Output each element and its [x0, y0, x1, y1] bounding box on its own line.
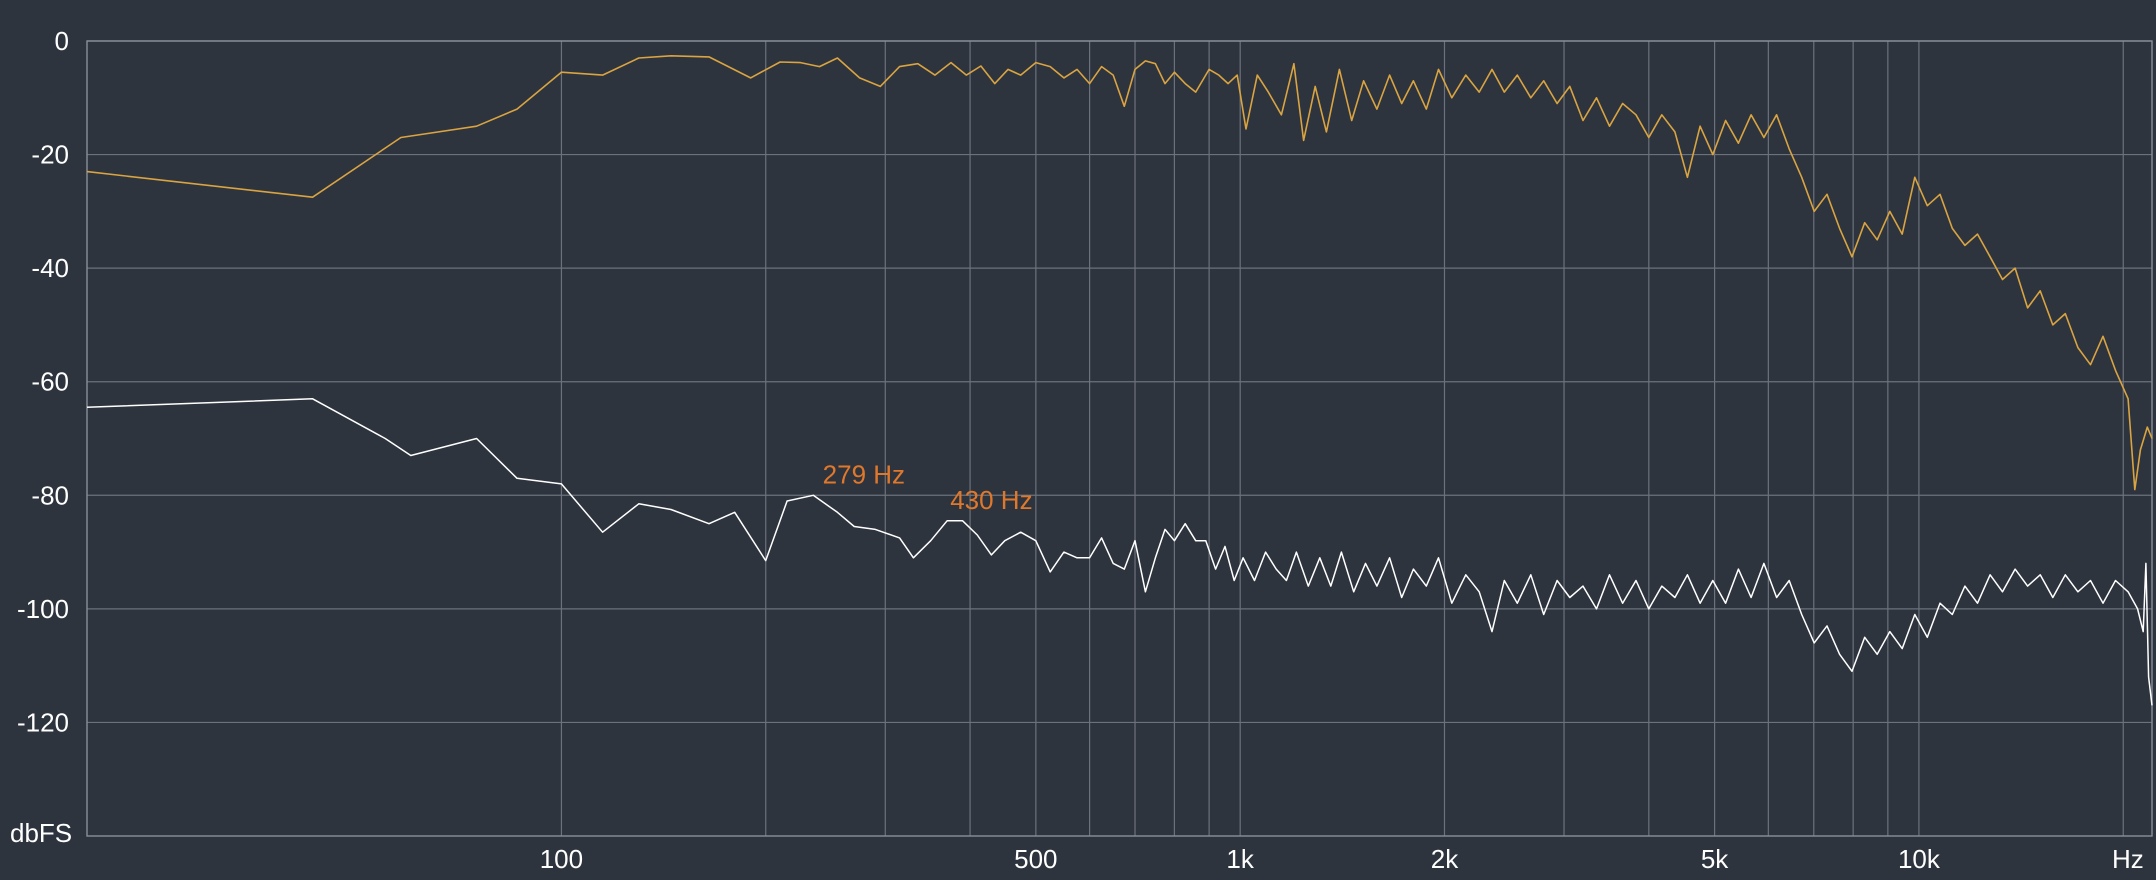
x-tick-label: 1k — [1226, 844, 1254, 874]
y-tick-label: -20 — [31, 140, 69, 170]
peak-label: 279 Hz — [823, 459, 905, 489]
x-axis-label: Hz — [2112, 844, 2144, 874]
x-grid — [560, 41, 2124, 836]
x-axis-ticks: 100 500 1k 2k 5k 10k — [540, 844, 1941, 874]
y-tick-label: -80 — [31, 480, 69, 510]
x-tick-label: 100 — [540, 844, 583, 874]
spectrum-line-white — [86, 398, 2153, 706]
y-axis-ticks: 0 -20 -40 -60 -80 -100 -120 — [17, 26, 69, 737]
y-axis-label: dbFS — [10, 818, 72, 848]
x-tick-label: 500 — [1014, 844, 1057, 874]
spectrum-line-amber — [86, 55, 2153, 491]
series-layer — [86, 55, 2153, 706]
x-tick-label: 2k — [1431, 844, 1459, 874]
y-tick-label: -120 — [17, 707, 69, 737]
x-tick-label: 10k — [1898, 844, 1941, 874]
y-tick-label: -40 — [31, 253, 69, 283]
x-tick-label: 5k — [1701, 844, 1729, 874]
peak-label: 430 Hz — [950, 485, 1032, 515]
peak-annotations: 279 Hz 430 Hz — [823, 459, 1033, 515]
y-tick-label: -100 — [17, 594, 69, 624]
y-tick-label: -60 — [31, 367, 69, 397]
y-tick-label: 0 — [55, 26, 69, 56]
